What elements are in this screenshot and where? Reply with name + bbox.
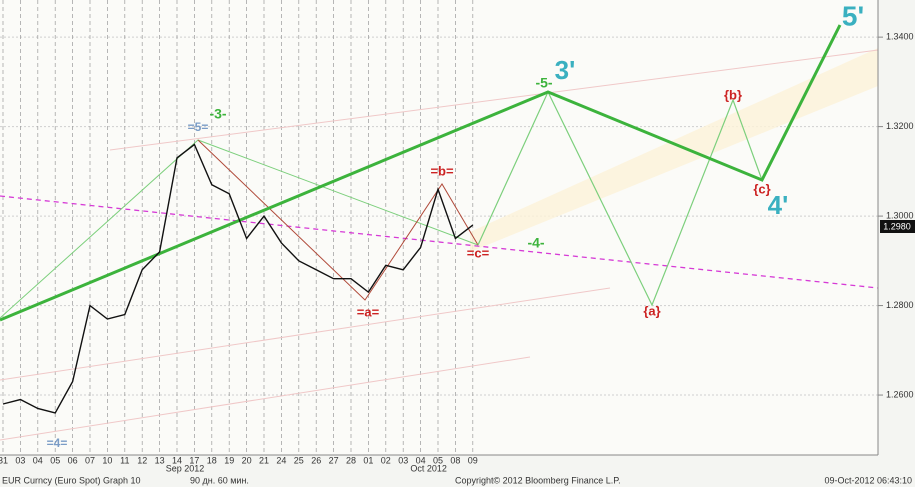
month-label: Oct 2012	[410, 463, 447, 473]
x-tick-label: 07	[85, 455, 95, 465]
wave-label: =a=	[357, 304, 380, 319]
x-tick-label: 03	[398, 455, 408, 465]
wave-line	[197, 139, 479, 301]
x-tick-label: 28	[346, 455, 356, 465]
x-tick-label: 10	[102, 455, 112, 465]
wave-label: {c}	[753, 181, 770, 196]
footer-security: EUR Curncy (Euro Spot) Graph 10	[2, 475, 141, 485]
y-tick-label: 1.3200	[886, 121, 914, 131]
x-tick-label: 02	[381, 455, 391, 465]
plot-area	[0, 0, 878, 455]
footer-copyright: Copyright© 2012 Bloomberg Finance L.P.	[455, 475, 621, 485]
wave-label: =4=	[47, 436, 68, 450]
price-tag-box	[880, 220, 915, 233]
x-tick-label: 13	[155, 455, 165, 465]
price-tag: 1.2980	[883, 221, 911, 231]
wave-label: =5=	[188, 120, 209, 134]
channel-line	[0, 287, 611, 381]
wave-label: 3'	[555, 55, 576, 85]
wave-label: 4'	[768, 190, 789, 220]
wave-label: -3-	[209, 106, 226, 122]
wave-label: -5-	[535, 75, 552, 91]
channel-line	[109, 49, 879, 151]
trend-line	[0, 195, 879, 289]
x-tick-label: 20	[242, 455, 252, 465]
price-line	[2, 143, 474, 414]
month-label: Sep 2012	[166, 463, 205, 473]
channel-line	[0, 356, 531, 441]
footer-period: 90 дн. 60 мин.	[190, 475, 249, 485]
x-tick-label: 26	[311, 455, 321, 465]
wave-label: 5'	[842, 0, 864, 31]
x-tick-label: 05	[433, 455, 443, 465]
wave-label: =c=	[467, 245, 490, 260]
y-tick-label: 1.2800	[886, 300, 914, 310]
x-tick-label: 18	[207, 455, 217, 465]
x-tick-label: 06	[68, 455, 78, 465]
x-tick-label: 12	[137, 455, 147, 465]
x-tick-label: 05	[50, 455, 60, 465]
wave-main	[0, 24, 842, 322]
y-tick-label: 1.2600	[886, 389, 914, 399]
x-tick-label: 01	[363, 455, 373, 465]
x-tick-label: 27	[329, 455, 339, 465]
x-tick-label: 21	[259, 455, 269, 465]
footer-timestamp: 09-Oct-2012 06:43:10	[824, 475, 912, 485]
wave-projection	[477, 90, 763, 307]
x-tick-label: 08	[450, 455, 460, 465]
x-tick-label: 31	[0, 455, 8, 465]
x-tick-label: 14	[172, 455, 182, 465]
x-tick-label: 19	[224, 455, 234, 465]
x-tick-label: 03	[15, 455, 25, 465]
x-tick-label: 25	[294, 455, 304, 465]
wave-label: -4-	[527, 235, 544, 251]
wave-label: {a}	[643, 303, 660, 318]
x-tick-label: 24	[276, 455, 286, 465]
x-tick-label: 04	[416, 455, 426, 465]
x-tick-label: 04	[33, 455, 43, 465]
y-tick-label: 1.3400	[886, 32, 914, 42]
x-tick-label: 17	[189, 455, 199, 465]
wave-label: {b}	[724, 87, 742, 102]
y-tick-label: 1.3000	[886, 210, 914, 220]
wave-label: =b=	[430, 163, 454, 178]
channel-band	[470, 48, 878, 252]
x-tick-label: 09	[468, 455, 478, 465]
x-tick-label: 11	[120, 455, 129, 465]
